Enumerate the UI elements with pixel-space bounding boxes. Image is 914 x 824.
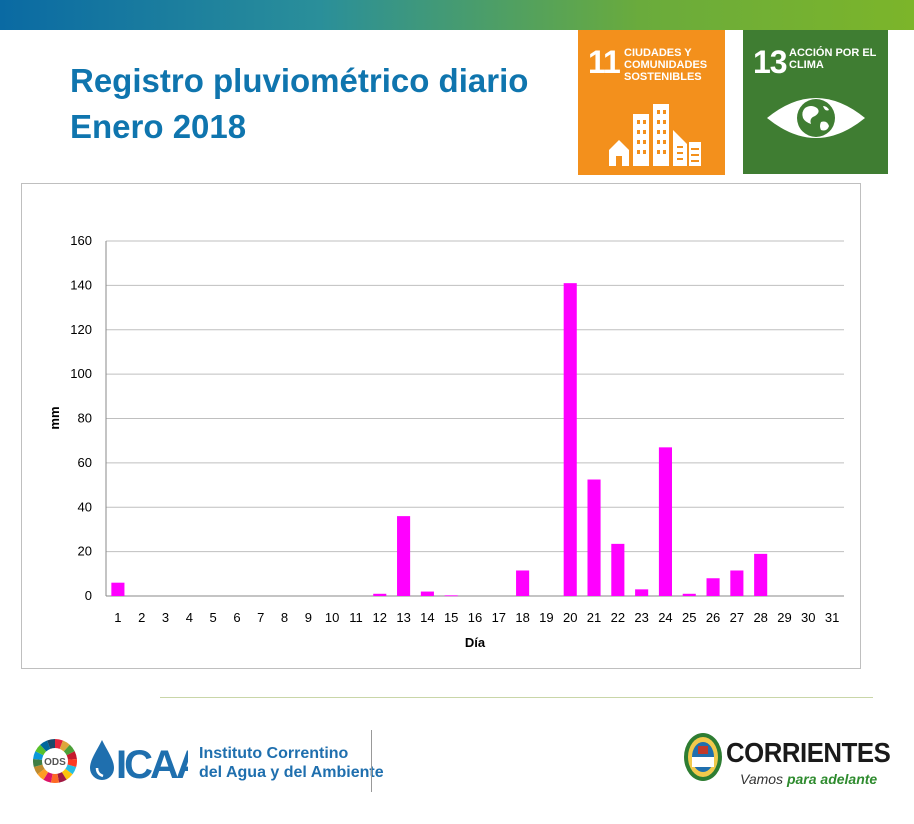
x-tick-label: 14 (420, 610, 434, 625)
bar-day-28 (754, 553, 768, 596)
x-tick-label: 18 (515, 610, 529, 625)
bar-day-18 (516, 570, 530, 596)
x-tick-label: 13 (396, 610, 410, 625)
bar-day-25 (682, 593, 696, 596)
bar-day-24 (658, 447, 672, 596)
icaa-logo: ICAA (90, 740, 188, 782)
province-slogan: Vamos para adelante (740, 771, 877, 787)
bar-day-14 (420, 591, 434, 596)
x-tick-label: 26 (706, 610, 720, 625)
slogan-part-1: Vamos (740, 771, 787, 787)
x-tick-label: 31 (825, 610, 839, 625)
x-tick-label: 24 (658, 610, 672, 625)
x-tick-label: 25 (682, 610, 696, 625)
y-tick-label: 20 (78, 544, 92, 559)
eye-globe-icon (767, 98, 865, 138)
x-tick-label: 19 (539, 610, 553, 625)
x-tick-label: 22 (611, 610, 625, 625)
y-tick-label: 120 (70, 322, 92, 337)
ods-wheel-logo: ODS (33, 739, 77, 783)
x-tick-label: 5 (210, 610, 217, 625)
slogan-part-2: para adelante (786, 771, 878, 787)
x-tick-label: 12 (373, 610, 387, 625)
corrientes-seal-icon (684, 733, 722, 781)
page-title: Registro pluviométrico diario (70, 62, 529, 99)
x-tick-label: 4 (186, 610, 193, 625)
water-drop-icon (90, 740, 114, 780)
x-tick-label: 15 (444, 610, 458, 625)
sdg-11-badge: 11 CIUDADES Y COMUNIDADES SOSTENIBLES (578, 30, 725, 175)
x-tick-label: 16 (468, 610, 482, 625)
page-subtitle: Enero 2018 (70, 108, 247, 145)
y-tick-label: 40 (78, 499, 92, 514)
x-tick-label: 23 (634, 610, 648, 625)
sdg-11-number: 11 (588, 44, 621, 80)
footer-divider (160, 697, 873, 698)
ods-logo-text: ODS (44, 757, 66, 768)
x-tick-label: 2 (138, 610, 145, 625)
bar-day-12 (373, 593, 387, 596)
bar-day-20 (563, 283, 577, 596)
city-buildings-icon (609, 104, 701, 166)
institute-name-line2: del Agua y del Ambiente (199, 764, 384, 781)
sdg-13-badge: 13 ACCIÓN POR EL CLIMA (743, 30, 888, 174)
top-gradient-bar (0, 0, 914, 30)
bar-day-15 (444, 595, 458, 597)
x-tick-label: 17 (492, 610, 506, 625)
y-tick-label: 60 (78, 455, 92, 470)
icaa-brand-text: ICAA (116, 743, 188, 782)
y-tick-label: 140 (70, 277, 92, 292)
bar-day-22 (611, 543, 625, 596)
chart-area: 0 20 40 60 80 100 120 140 160 1 2 3 4 5 6 7 8 9 10 11 12 13 14… (21, 183, 861, 669)
x-tick-label: 21 (587, 610, 601, 625)
province-name: CORRIENTES (726, 737, 891, 768)
x-tick-label: 27 (730, 610, 744, 625)
x-tick-label: 1 (114, 610, 121, 625)
x-tick-label: 29 (777, 610, 791, 625)
bar-day-27 (730, 570, 744, 596)
x-tick-label: 6 (233, 610, 240, 625)
bar-day-1 (111, 582, 125, 596)
sdg-13-number: 13 (753, 44, 788, 80)
institute-name: Instituto Correntino del Agua y del Ambi… (199, 744, 384, 782)
x-tick-label: 3 (162, 610, 169, 625)
y-axis-label: mm (47, 406, 62, 429)
footer-vertical-divider (371, 730, 372, 792)
x-axis-label: Día (465, 635, 486, 650)
x-tick-label: 11 (349, 610, 363, 625)
bar-day-26 (706, 578, 720, 596)
y-tick-label: 100 (70, 366, 92, 381)
institute-name-line1: Instituto Correntino (199, 745, 349, 762)
bar-day-21 (587, 479, 601, 596)
bar-day-23 (635, 589, 649, 596)
y-tick-label: 0 (85, 588, 92, 603)
x-tick-label: 10 (325, 610, 339, 625)
x-tick-label: 28 (753, 610, 767, 625)
x-tick-label: 8 (281, 610, 288, 625)
bar-day-13 (397, 516, 411, 596)
x-tick-label: 30 (801, 610, 815, 625)
y-tick-label: 160 (70, 233, 92, 248)
sdg-11-label: CIUDADES Y COMUNIDADES SOSTENIBLES (624, 47, 708, 83)
y-tick-label: 80 (78, 411, 92, 426)
sdg-13-label: ACCIÓN POR EL CLIMA (789, 47, 877, 71)
x-tick-label: 9 (305, 610, 312, 625)
x-tick-label: 7 (257, 610, 264, 625)
x-tick-label: 20 (563, 610, 577, 625)
